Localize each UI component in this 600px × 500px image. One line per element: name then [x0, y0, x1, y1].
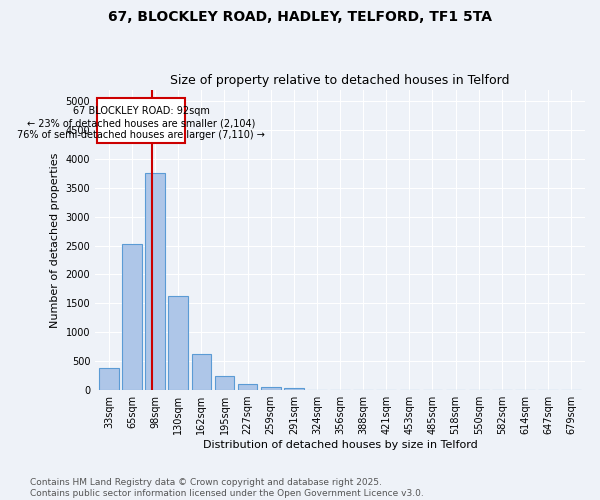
- Bar: [99, 368, 119, 390]
- Text: ← 23% of detached houses are smaller (2,104): ← 23% of detached houses are smaller (2,…: [27, 118, 256, 128]
- Text: 67, BLOCKLEY ROAD, HADLEY, TELFORD, TF1 5TA: 67, BLOCKLEY ROAD, HADLEY, TELFORD, TF1 …: [108, 10, 492, 24]
- Bar: [215, 376, 235, 390]
- Title: Size of property relative to detached houses in Telford: Size of property relative to detached ho…: [170, 74, 510, 87]
- Bar: [169, 296, 188, 390]
- Bar: [191, 354, 211, 390]
- Text: 76% of semi-detached houses are larger (7,110) →: 76% of semi-detached houses are larger (…: [17, 130, 265, 140]
- X-axis label: Distribution of detached houses by size in Telford: Distribution of detached houses by size …: [203, 440, 478, 450]
- Text: 67 BLOCKLEY ROAD: 92sqm: 67 BLOCKLEY ROAD: 92sqm: [73, 106, 210, 116]
- Bar: [284, 388, 304, 390]
- FancyBboxPatch shape: [97, 98, 185, 144]
- Bar: [145, 174, 165, 390]
- Bar: [261, 387, 281, 390]
- Text: Contains HM Land Registry data © Crown copyright and database right 2025.
Contai: Contains HM Land Registry data © Crown c…: [30, 478, 424, 498]
- Y-axis label: Number of detached properties: Number of detached properties: [50, 152, 60, 328]
- Bar: [238, 384, 257, 390]
- Bar: [122, 244, 142, 390]
